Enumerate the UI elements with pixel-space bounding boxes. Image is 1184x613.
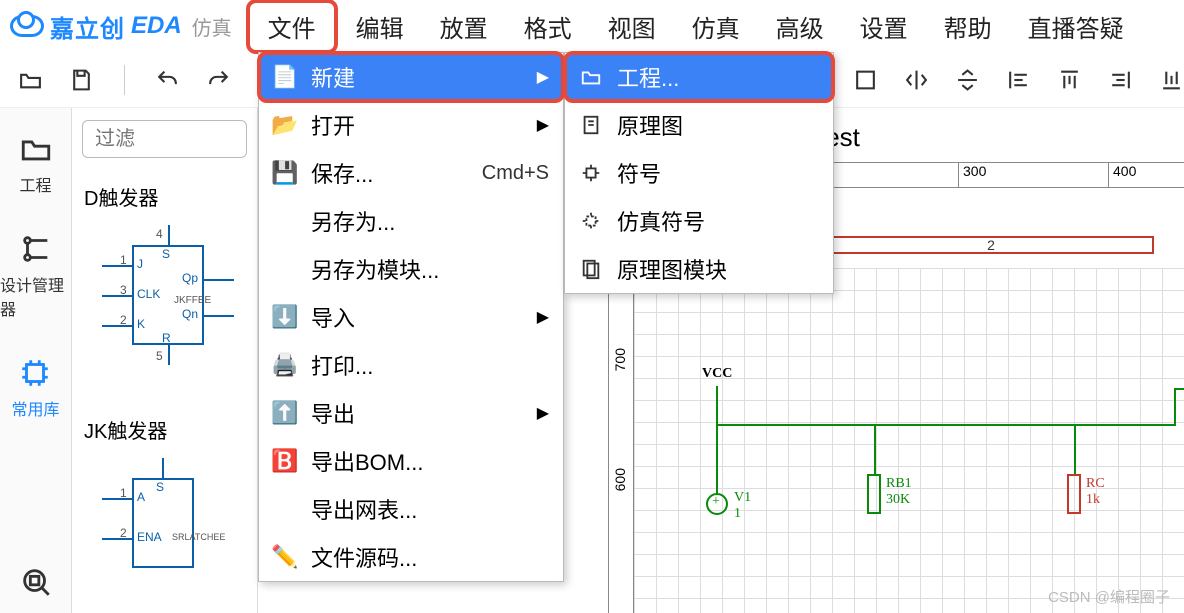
file-menu-export[interactable]: ⬆️ 导出▶ [259,389,563,437]
comp-ref-rb1: RB1 [886,476,912,492]
net-label-vcc: VCC [702,366,732,382]
chip-icon [18,356,52,390]
comp-ref-rc: RC [1086,476,1105,492]
menu-place[interactable]: 放置 [422,0,506,54]
file-menu-save-as[interactable]: 另存为... [259,197,563,245]
new-project[interactable]: 工程... [565,53,833,101]
ruler-vertical: 700 600 [608,268,634,613]
folder-icon [19,132,53,166]
edit-icon: ✏️ [273,544,297,570]
import-icon: ⬇️ [273,304,297,330]
symbol-group-title: D触发器 [84,182,247,211]
symbol-preview-jk-ff[interactable]: A S ENA 1 2 SRLATCHEE [82,454,247,574]
logo-mode: 仿真 [192,12,232,41]
symbol-icon [579,162,603,184]
comp-val-rb1: 30K [886,492,910,508]
menu-format[interactable]: 格式 [506,0,590,54]
comp-ref-v1: V1 [734,490,751,506]
bom-icon: 🅱️ [273,448,297,474]
menu-advanced[interactable]: 高级 [758,0,842,54]
folder-icon [579,66,603,88]
file-menu-export-netlist[interactable]: 导出网表... [259,485,563,533]
file-menu-open[interactable]: 📂 打开▶ [259,101,563,149]
ruler-horizontal: 300 400 [818,162,1184,188]
sidebar-label: 常用库 [11,396,59,420]
logo-brand-cn: 嘉立创 [50,9,125,44]
title-block-number: 2 [987,237,995,253]
schematic-icon [579,114,603,136]
new-submenu-dropdown: 工程... 原理图 符号 仿真符号 原理图模块 [564,52,834,294]
align-top-icon[interactable] [1057,66,1082,94]
menu-edit[interactable]: 编辑 [338,0,422,54]
align-right-icon[interactable] [1108,66,1133,94]
comp-val-rc: 1k [1086,492,1100,508]
file-menu-source[interactable]: ✏️ 文件源码... [259,533,563,581]
new-symbol[interactable]: 符号 [565,149,833,197]
sidebar-label: 工程 [19,172,51,196]
menu-settings[interactable]: 设置 [842,0,926,54]
align-bottom-icon[interactable] [1159,66,1184,94]
sidebar-item-search[interactable] [19,565,53,599]
sidebar-item-design-manager[interactable]: 设计管理器 [0,232,71,320]
sim-symbol-icon [579,210,603,232]
sidebar-item-library[interactable]: 常用库 [11,356,59,420]
sidebar-item-project[interactable]: 工程 [19,132,53,196]
title-block-bar: 2 [828,236,1154,254]
file-menu-save-as-module[interactable]: 另存为模块... [259,245,563,293]
file-menu-export-bom[interactable]: 🅱️ 导出BOM... [259,437,563,485]
menu-live[interactable]: 直播答疑 [1010,0,1142,54]
watermark: CSDN @编程圈子 [1048,586,1170,607]
library-panel: D触发器 J CLK K Qp Qn S R 1 2 3 4 5 JKFFEE … [72,108,258,613]
menu-view[interactable]: 视图 [590,0,674,54]
menu-file[interactable]: 文件 [246,0,338,54]
sidebar-label: 设计管理器 [0,272,71,320]
new-schematic[interactable]: 原理图 [565,101,833,149]
tool-icon-a[interactable] [853,66,878,94]
design-manager-icon [19,232,53,266]
app-logo: 嘉立创 EDA 仿真 [10,9,232,44]
cloud-icon [10,15,44,37]
file-menu-dropdown: 📄 新建▶ 📂 打开▶ 💾 保存... Cmd+S 另存为... 另存为模块..… [258,52,564,582]
menu-help[interactable]: 帮助 [926,0,1010,54]
flip-h-icon[interactable] [904,66,929,94]
flip-v-icon[interactable] [955,66,980,94]
file-menu-new[interactable]: 📄 新建▶ [259,53,563,101]
open-folder-icon[interactable] [18,66,43,94]
redo-icon[interactable] [206,66,231,94]
file-menu-save[interactable]: 💾 保存... Cmd+S [259,149,563,197]
new-file-icon: 📄 [273,64,297,90]
file-menu-import[interactable]: ⬇️ 导入▶ [259,293,563,341]
new-sim-symbol[interactable]: 仿真符号 [565,197,833,245]
export-icon: ⬆️ [273,400,297,426]
new-schematic-module[interactable]: 原理图模块 [565,245,833,293]
open-icon: 📂 [273,112,297,138]
logo-brand-en: EDA [131,12,182,40]
symbol-group-title: JK触发器 [84,415,247,444]
search-chip-icon [19,565,53,599]
symbol-preview-d-ff[interactable]: J CLK K Qp Qn S R 1 2 3 4 5 JKFFEE [82,221,247,391]
align-left-icon[interactable] [1006,66,1031,94]
save-icon[interactable] [69,66,94,94]
save-icon: 💾 [273,160,297,186]
print-icon: 🖨️ [273,352,297,378]
comp-val-v1: 1 [734,506,741,522]
undo-icon[interactable] [155,66,180,94]
filter-input[interactable] [82,120,247,158]
module-icon [579,258,603,280]
menubar: 嘉立创 EDA 仿真 文件 编辑 放置 格式 视图 仿真 高级 设置 帮助 直播… [0,0,1184,52]
sidebar: 工程 设计管理器 常用库 [0,108,72,613]
menu-sim[interactable]: 仿真 [674,0,758,54]
file-menu-print[interactable]: 🖨️ 打印... [259,341,563,389]
